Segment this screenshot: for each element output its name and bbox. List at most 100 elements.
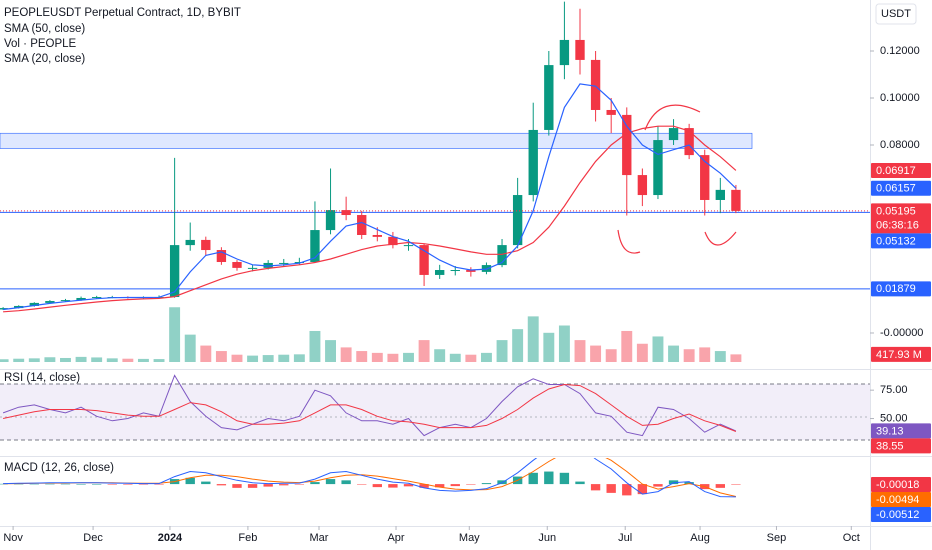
- price-tag-label: 38.55: [876, 440, 904, 452]
- volume-bar: [60, 357, 71, 362]
- candle-body: [388, 236, 398, 246]
- indicator-line: [3, 125, 737, 313]
- volume-bar: [434, 349, 446, 362]
- drawing-arc: [644, 104, 701, 131]
- legend-entry[interactable]: SMA (20, close): [4, 53, 85, 65]
- legend-entry[interactable]: Vol · PEOPLE: [4, 38, 77, 50]
- candle-body: [528, 129, 538, 196]
- pane-title[interactable]: RSI (14, close): [4, 372, 80, 384]
- drawing-arc: [704, 231, 737, 246]
- histogram-bar: [341, 480, 351, 485]
- histogram-bar: [107, 484, 117, 485]
- candle-body: [497, 245, 507, 266]
- candle-body: [310, 230, 320, 263]
- price-tag: [871, 492, 931, 508]
- legend-entry[interactable]: SMA (50, close): [4, 23, 85, 35]
- histogram-bar: [590, 484, 601, 491]
- candle-body: [325, 210, 336, 231]
- histogram-bar: [154, 484, 164, 485]
- volume-bar: [75, 356, 87, 362]
- volume-bar: [714, 351, 726, 362]
- candle-body: [232, 262, 242, 268]
- price-tag-label: 0.05195: [876, 205, 916, 217]
- x-tick-label: Sep: [767, 532, 787, 544]
- price-tag: [871, 477, 931, 493]
- candle-body: [185, 239, 195, 246]
- x-tick-label: Dec: [83, 532, 103, 544]
- candle-body: [512, 195, 523, 246]
- y-tick-label: 0.12000: [880, 45, 920, 57]
- price-tag: [871, 438, 931, 454]
- volume-bar: [527, 316, 539, 362]
- volume-bar: [184, 334, 196, 362]
- histogram-bar: [138, 484, 149, 485]
- volume-bar: [590, 345, 602, 362]
- histogram-bar: [435, 484, 445, 488]
- volume-bar: [309, 330, 321, 362]
- candle-body: [216, 250, 227, 263]
- volume-bar: [387, 353, 399, 362]
- volume-bar: [496, 340, 508, 362]
- histogram-bar: [123, 484, 133, 485]
- histogram-bar: [232, 484, 242, 488]
- price-tag-label: -0.00494: [876, 494, 919, 506]
- histogram-bar: [559, 472, 570, 485]
- histogram-bar: [715, 484, 725, 488]
- price-tag-label: 0.01879: [876, 283, 916, 295]
- currency[interactable]: USDT: [881, 8, 911, 20]
- volume-bar: [247, 355, 259, 362]
- histogram-bar: [544, 471, 554, 485]
- histogram-bar: [684, 482, 694, 485]
- histogram-bar: [372, 484, 382, 488]
- drawings: [617, 104, 737, 254]
- volume-bar: [13, 358, 25, 362]
- histogram-bar: [450, 484, 460, 487]
- candle-body: [466, 270, 476, 272]
- volume-bar: [91, 357, 103, 362]
- candle-body: [341, 210, 351, 216]
- volume-bar: [574, 340, 586, 362]
- volume-bar: [371, 352, 383, 362]
- volume-bar: [730, 354, 742, 362]
- histogram-bar: [60, 483, 71, 485]
- price-tag: [871, 281, 931, 297]
- candle-body: [622, 114, 632, 176]
- rsi-pane: [0, 374, 870, 441]
- candle-body: [575, 39, 585, 60]
- candle-body: [169, 245, 180, 298]
- candle-body: [357, 215, 367, 235]
- currency-box[interactable]: [875, 3, 917, 25]
- price-tag-label: 06:38:16: [876, 219, 919, 231]
- candle-body: [637, 175, 648, 196]
- price-tag-label: -0.00018: [876, 479, 919, 491]
- volume-bar: [106, 358, 118, 362]
- x-tick-label: Oct: [843, 532, 860, 544]
- histogram-bar: [294, 484, 305, 485]
- histogram-bar: [247, 484, 258, 488]
- chart-title: PEOPLEUSDT Perpetual Contract, 1D, BYBIT: [4, 7, 241, 19]
- candle-body: [247, 267, 258, 269]
- volume-bar: [403, 352, 414, 362]
- volume-bar: [293, 354, 305, 362]
- histogram-bar: [263, 484, 273, 487]
- histogram-bar: [528, 472, 538, 485]
- volume-bar: [137, 358, 149, 362]
- candle-body: [45, 301, 55, 303]
- price-tag: [871, 203, 931, 234]
- histogram-bar: [388, 484, 398, 488]
- histogram-bar: [91, 484, 102, 485]
- price-pane: [0, 1, 870, 362]
- histogram-bar: [637, 484, 648, 495]
- histogram-bar: [201, 481, 211, 485]
- candle-body: [450, 270, 460, 272]
- candle-body: [279, 262, 289, 264]
- indicator-line: [2, 374, 737, 437]
- pane-title[interactable]: MACD (12, 26, close): [4, 462, 114, 474]
- y-tick-label: -0.00000: [880, 327, 923, 339]
- volume-bar: [652, 336, 664, 362]
- price-tag: [871, 423, 931, 439]
- volume-bar: [683, 349, 695, 362]
- volume-bar: [558, 325, 570, 362]
- volume-bar: [636, 343, 648, 362]
- histogram-bar: [731, 484, 741, 485]
